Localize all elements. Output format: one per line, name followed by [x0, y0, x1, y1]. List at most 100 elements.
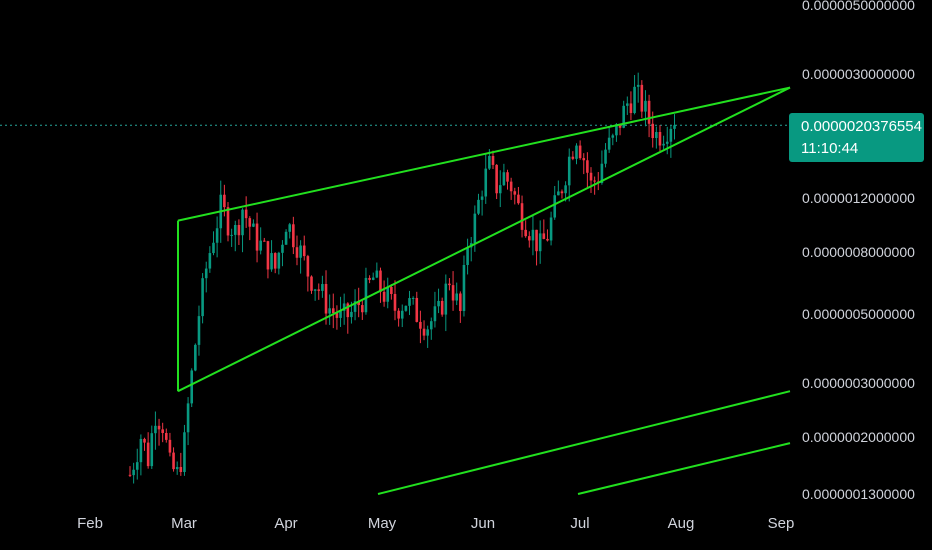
wedge-upper-trendline[interactable] [177, 86, 791, 222]
candle-up [299, 245, 302, 258]
candle-down [255, 223, 259, 251]
candle-up [429, 321, 433, 330]
candle-down [517, 194, 520, 204]
candle-up [342, 303, 346, 311]
candle-down [578, 145, 582, 159]
candle-up [241, 209, 244, 236]
time-label-feb: Feb [77, 515, 103, 532]
candle-up [611, 135, 615, 138]
candle-down [651, 123, 655, 139]
candle-up [665, 141, 669, 144]
candle-up [615, 124, 618, 136]
time-label-mar: Mar [171, 515, 197, 532]
candle-up [466, 247, 469, 266]
candle-up [208, 253, 212, 269]
candle-down [237, 224, 241, 236]
candle-up [386, 286, 390, 302]
support-channel-lower-trendline[interactable] [577, 442, 791, 495]
candle-up [350, 311, 353, 318]
candle-down [324, 284, 328, 314]
candle-up [636, 84, 640, 87]
candle-down [143, 438, 146, 443]
candle-up [626, 103, 629, 106]
candle-down [295, 247, 299, 258]
candle-up [426, 329, 429, 336]
candle-down [658, 132, 662, 146]
candle-down [513, 191, 517, 195]
candle-down [397, 310, 400, 319]
candle-up [553, 195, 557, 218]
candle-down [618, 124, 622, 128]
candle-up [371, 277, 375, 280]
candle-up [607, 137, 611, 150]
candle-down [647, 100, 651, 124]
last-price-badge: 0.0000020376554 11:10:44 [789, 113, 924, 162]
candle-down [361, 305, 364, 313]
candle-up [498, 185, 502, 194]
wedge-lower-trendline[interactable] [177, 86, 791, 393]
candle-down [451, 285, 455, 301]
candle-up [135, 462, 139, 470]
candle-down [146, 442, 150, 467]
candle-up [215, 228, 219, 243]
time-label-jun: Jun [470, 515, 496, 532]
candle-up [538, 233, 542, 252]
candle-up [622, 105, 625, 128]
candle-up [480, 196, 484, 200]
candle-up [549, 217, 553, 241]
candle-down [546, 238, 549, 241]
candle-down [629, 103, 633, 114]
candle-up [502, 172, 506, 186]
price-axis[interactable]: 0.0000050000000 0.0000030000000 0.000001… [790, 0, 932, 550]
trendlines[interactable] [177, 86, 791, 495]
candle-down [128, 474, 132, 476]
time-label-sep: Sep [767, 515, 795, 532]
candle-down [419, 321, 422, 329]
candle-down [317, 289, 321, 291]
candle-down [448, 283, 451, 286]
candle-up [183, 432, 186, 472]
candle-up [259, 240, 262, 251]
candle-up [567, 156, 571, 186]
candle-up [339, 310, 342, 318]
candle-down [157, 425, 161, 430]
time-label-apr: Apr [274, 515, 298, 532]
candle-down [509, 181, 513, 192]
candle-up [400, 310, 404, 319]
candle-down [168, 439, 172, 453]
candle-up [204, 268, 208, 279]
candle-up [284, 231, 288, 245]
price-label: 0.0000005000000 [802, 306, 915, 322]
candle-up [600, 163, 604, 183]
candle-up [186, 403, 190, 433]
last-price-value: 0.0000020376554 [801, 118, 922, 135]
bar-countdown: 11:10:44 [801, 140, 859, 157]
candle-up [477, 199, 480, 214]
candle-up [655, 132, 658, 139]
candle-up [411, 297, 415, 299]
support-channel-upper-trendline[interactable] [377, 390, 791, 495]
candle-down [415, 297, 419, 322]
candle-up [321, 284, 324, 291]
candle-down [165, 433, 168, 440]
candle-down [459, 293, 462, 312]
candle-up [175, 467, 179, 470]
candle-down [310, 276, 313, 291]
candle-down [244, 209, 248, 219]
candle-up [364, 277, 368, 313]
candle-up [194, 344, 197, 371]
candle-down [440, 300, 444, 315]
candle-up [197, 316, 201, 345]
candle-up [252, 223, 255, 227]
candle-up [462, 265, 466, 312]
candle-up [473, 213, 477, 244]
candles [128, 72, 676, 484]
candle-down [589, 172, 593, 181]
candle-down [593, 180, 596, 182]
candle-up [281, 244, 284, 253]
candle-up [531, 229, 535, 241]
candle-up [669, 128, 673, 142]
candle-up [408, 298, 411, 306]
candle-up [662, 143, 665, 146]
